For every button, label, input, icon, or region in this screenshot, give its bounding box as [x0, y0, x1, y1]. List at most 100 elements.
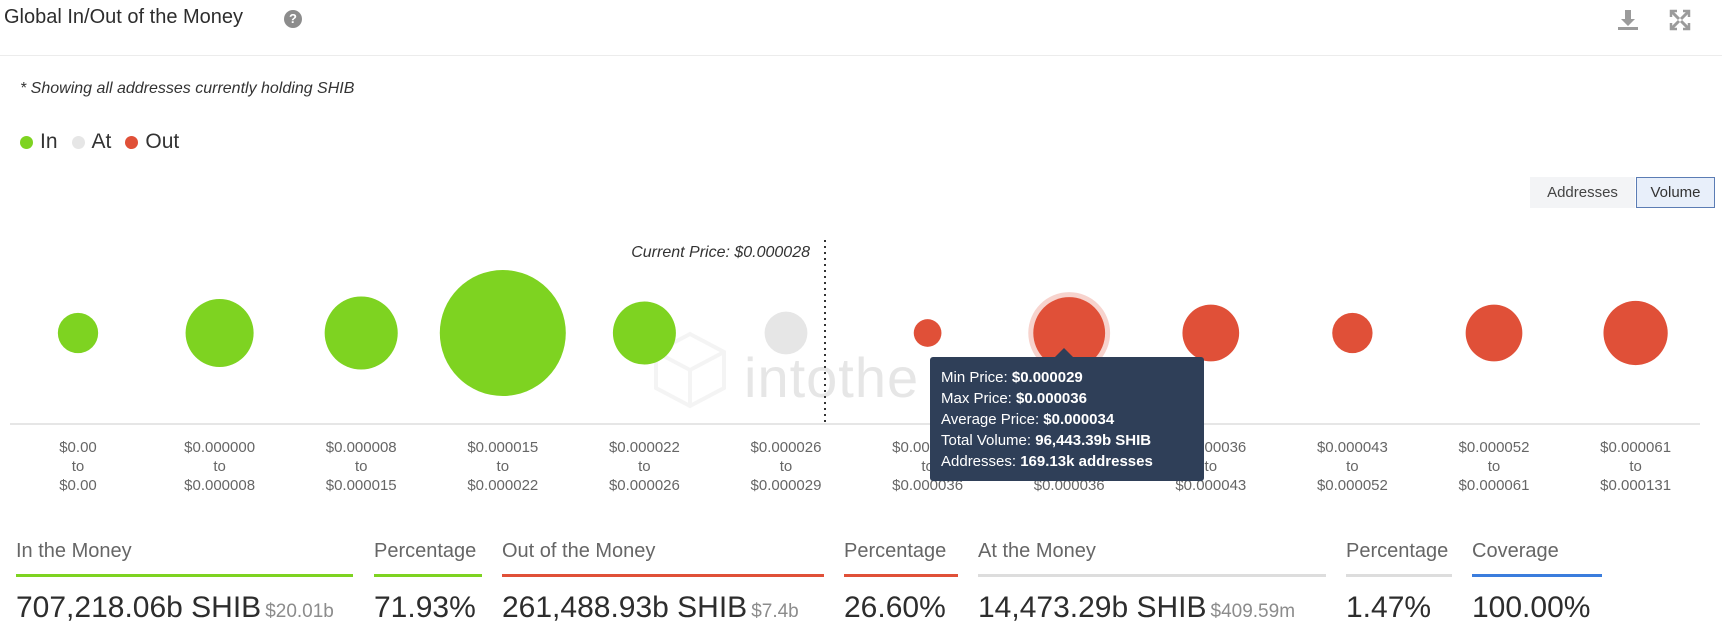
- x-tick-label: to: [780, 458, 793, 475]
- legend-item-at[interactable]: At: [71, 130, 112, 154]
- bubble-in-0[interactable]: [57, 312, 99, 354]
- stat-bar: [844, 574, 958, 577]
- stat-value: 1.47%: [1346, 591, 1432, 624]
- stat-coverage: Coverage 100.00%: [1472, 540, 1602, 625]
- tooltip-addresses: Addresses: 169.13k addresses: [941, 453, 1153, 470]
- chart-legend: In At Out: [20, 130, 179, 154]
- x-tick-label: to: [1629, 458, 1642, 475]
- page-title: Global In/Out of the Money: [4, 6, 244, 28]
- x-tick-label: to: [355, 458, 368, 475]
- x-tick-label: $0.000026: [751, 439, 822, 456]
- legend-item-in[interactable]: In: [20, 130, 58, 154]
- stat-value: 71.93%: [374, 591, 476, 624]
- legend-label-in: In: [40, 130, 58, 153]
- x-tick-label: $0.000131: [1600, 477, 1671, 494]
- download-icon[interactable]: [1614, 6, 1642, 34]
- addresses-toggle-button[interactable]: Addresses: [1530, 177, 1635, 208]
- x-tick-label: $0.000022: [467, 477, 538, 494]
- legend-dot-out: [125, 135, 139, 149]
- watermark-text: intothe: [744, 346, 920, 409]
- x-tick-label: $0.000029: [751, 477, 822, 494]
- x-tick-label: $0.000015: [467, 439, 538, 456]
- legend-label-at: At: [91, 130, 112, 153]
- x-tick-label: $0.00: [59, 439, 97, 456]
- tooltip-max-price: Max Price: $0.000036: [941, 390, 1087, 407]
- volume-toggle-button[interactable]: Volume: [1636, 177, 1715, 208]
- bubble-in-1[interactable]: [185, 298, 254, 368]
- x-tick-label: to: [1488, 458, 1501, 475]
- stat-at-percentage: Percentage 1.47%: [1346, 540, 1452, 625]
- stat-in-the-money: In the Money 707,218.06b SHIB $20.01b: [16, 540, 353, 625]
- current-price-label: Current Price: $0.000028: [631, 244, 810, 261]
- x-tick-label: $0.000043: [1175, 477, 1246, 494]
- x-tick-label: $0.000036: [892, 477, 963, 494]
- stat-label: At the Money: [978, 540, 1096, 562]
- legend-item-out[interactable]: Out: [125, 130, 179, 154]
- bubble-in-2[interactable]: [324, 296, 398, 370]
- x-tick-label: $0.000026: [609, 477, 680, 494]
- legend-label-out: Out: [145, 130, 180, 153]
- legend-dot-at: [71, 135, 85, 149]
- stat-in-percentage: Percentage 71.93%: [374, 540, 482, 625]
- x-tick-label: to: [72, 458, 85, 475]
- header: Global In/Out of the Money ?: [0, 0, 1722, 56]
- stat-value: 14,473.29b SHIB $409.59m: [978, 591, 1296, 624]
- x-tick-label: $0.000061: [1459, 477, 1530, 494]
- stat-at-the-money: At the Money 14,473.29b SHIB $409.59m: [978, 540, 1326, 625]
- stat-value: 100.00%: [1472, 591, 1591, 624]
- tooltip-min-price: Min Price: $0.000029: [941, 369, 1083, 386]
- stat-bar: [1472, 574, 1602, 577]
- x-tick-label: $0.000015: [326, 477, 397, 494]
- x-tick-label: $0.000000: [184, 439, 255, 456]
- x-tick-label: to: [213, 458, 226, 475]
- bubble-at-5[interactable]: [764, 311, 808, 355]
- bubble-out-11[interactable]: [1603, 300, 1668, 366]
- bubble-series: [57, 270, 1668, 396]
- stat-label: In the Money: [16, 540, 132, 562]
- x-tick-labels: $0.00 to $0.00 $0.000000 to $0.000008 $0.00000…: [59, 439, 1671, 494]
- stat-out-percentage: Percentage 26.60%: [844, 540, 958, 625]
- stat-value: 26.60%: [844, 591, 946, 624]
- stat-bar: [374, 574, 482, 577]
- stat-value: 261,488.93b SHIB $7.4b: [502, 591, 799, 624]
- stat-label: Out of the Money: [502, 540, 656, 562]
- stat-out-of-the-money: Out of the Money 261,488.93b SHIB $7.4b: [502, 540, 824, 625]
- bubble-out-10[interactable]: [1465, 304, 1523, 362]
- x-tick-label: to: [1205, 458, 1218, 475]
- bubble-tooltip: Min Price: $0.000029 Max Price: $0.00003…: [930, 348, 1204, 481]
- x-tick-label: $0.000036: [1034, 477, 1105, 494]
- x-tick-label: $0.000052: [1317, 477, 1388, 494]
- x-tick-label: $0.000022: [609, 439, 680, 456]
- bubble-out-7[interactable]: [1033, 297, 1106, 369]
- bubble-out-9[interactable]: [1332, 312, 1373, 354]
- stat-label: Percentage: [844, 540, 947, 562]
- expand-icon[interactable]: [1666, 6, 1694, 34]
- x-tick-label: $0.000043: [1317, 439, 1388, 456]
- x-tick-label: $0.000061: [1600, 439, 1671, 456]
- bubble-in-3[interactable]: [439, 270, 566, 396]
- help-icon[interactable]: ?: [284, 10, 302, 28]
- stat-value: 707,218.06b SHIB $20.01b: [16, 591, 334, 624]
- stat-bar: [1346, 574, 1452, 577]
- x-tick-label: to: [1346, 458, 1359, 475]
- bubble-out-8[interactable]: [1182, 304, 1240, 362]
- stat-bar: [16, 574, 353, 577]
- x-tick-label: $0.000008: [184, 477, 255, 494]
- bubble-out-6[interactable]: [913, 319, 942, 347]
- bubble-in-4[interactable]: [612, 301, 676, 365]
- tooltip-total-volume: Total Volume: 96,443.39b SHIB: [941, 432, 1152, 449]
- stat-label: Coverage: [1472, 540, 1559, 562]
- legend-dot-in: [20, 135, 33, 149]
- x-tick-label: to: [638, 458, 651, 475]
- bubble-chart: Current Price: $0.000028 $0.00to$0.00$0.…: [10, 240, 1700, 494]
- stat-label: Percentage: [1346, 540, 1449, 562]
- x-tick-label: $0.00: [59, 477, 97, 494]
- stat-label: Percentage: [374, 540, 477, 562]
- stat-bar: [978, 574, 1326, 577]
- holders-note: * Showing all addresses currently holdin…: [20, 80, 355, 97]
- x-tick-label: $0.000052: [1459, 439, 1530, 456]
- x-tick-label: $0.000008: [326, 439, 397, 456]
- tooltip-avg-price: Average Price: $0.000034: [941, 411, 1115, 428]
- stat-bar: [502, 574, 824, 577]
- x-tick-label: to: [497, 458, 510, 475]
